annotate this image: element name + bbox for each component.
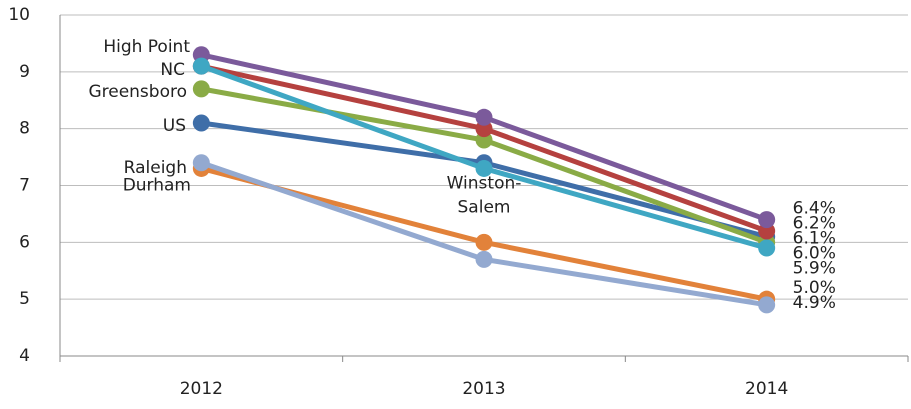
series-label-line: Salem	[458, 197, 511, 217]
point	[192, 154, 210, 172]
point	[475, 233, 493, 251]
value-label: 5.9%	[793, 259, 836, 279]
y-tick-label: 7	[19, 176, 30, 196]
value-label: 6.1%	[793, 229, 836, 249]
series-label: Winston- Salem	[447, 173, 522, 217]
x-tick-label: 2012	[180, 379, 223, 399]
series-label: Durham	[123, 175, 191, 195]
series-label: High Point	[103, 37, 190, 57]
point	[758, 239, 776, 257]
series-label: NC	[160, 60, 185, 80]
point	[758, 296, 776, 314]
value-label: 5.0%	[793, 278, 836, 298]
value-label: 4.9%	[793, 293, 836, 313]
x-tick-label: 2013	[462, 379, 505, 399]
x-tick-label: 2014	[745, 379, 788, 399]
point	[475, 108, 493, 126]
series-label: US	[163, 116, 186, 136]
series-label: Greensboro	[88, 82, 187, 102]
series-label: Raleigh	[124, 158, 187, 178]
value-label: 6.2%	[793, 214, 836, 234]
point	[192, 57, 210, 75]
point	[475, 250, 493, 268]
y-tick-label: 6	[19, 232, 30, 252]
value-label: 6.0%	[793, 244, 836, 264]
value-label: 6.4%	[793, 199, 836, 219]
point	[192, 114, 210, 132]
series-label-line: Winston-	[447, 173, 522, 193]
y-tick-label: 10	[8, 5, 30, 25]
point	[758, 211, 776, 229]
point	[192, 80, 210, 98]
y-tick-label: 4	[19, 346, 30, 366]
y-tick-label: 5	[19, 289, 30, 309]
y-tick-label: 9	[19, 62, 30, 82]
y-tick-label: 8	[19, 119, 30, 139]
point	[475, 159, 493, 177]
